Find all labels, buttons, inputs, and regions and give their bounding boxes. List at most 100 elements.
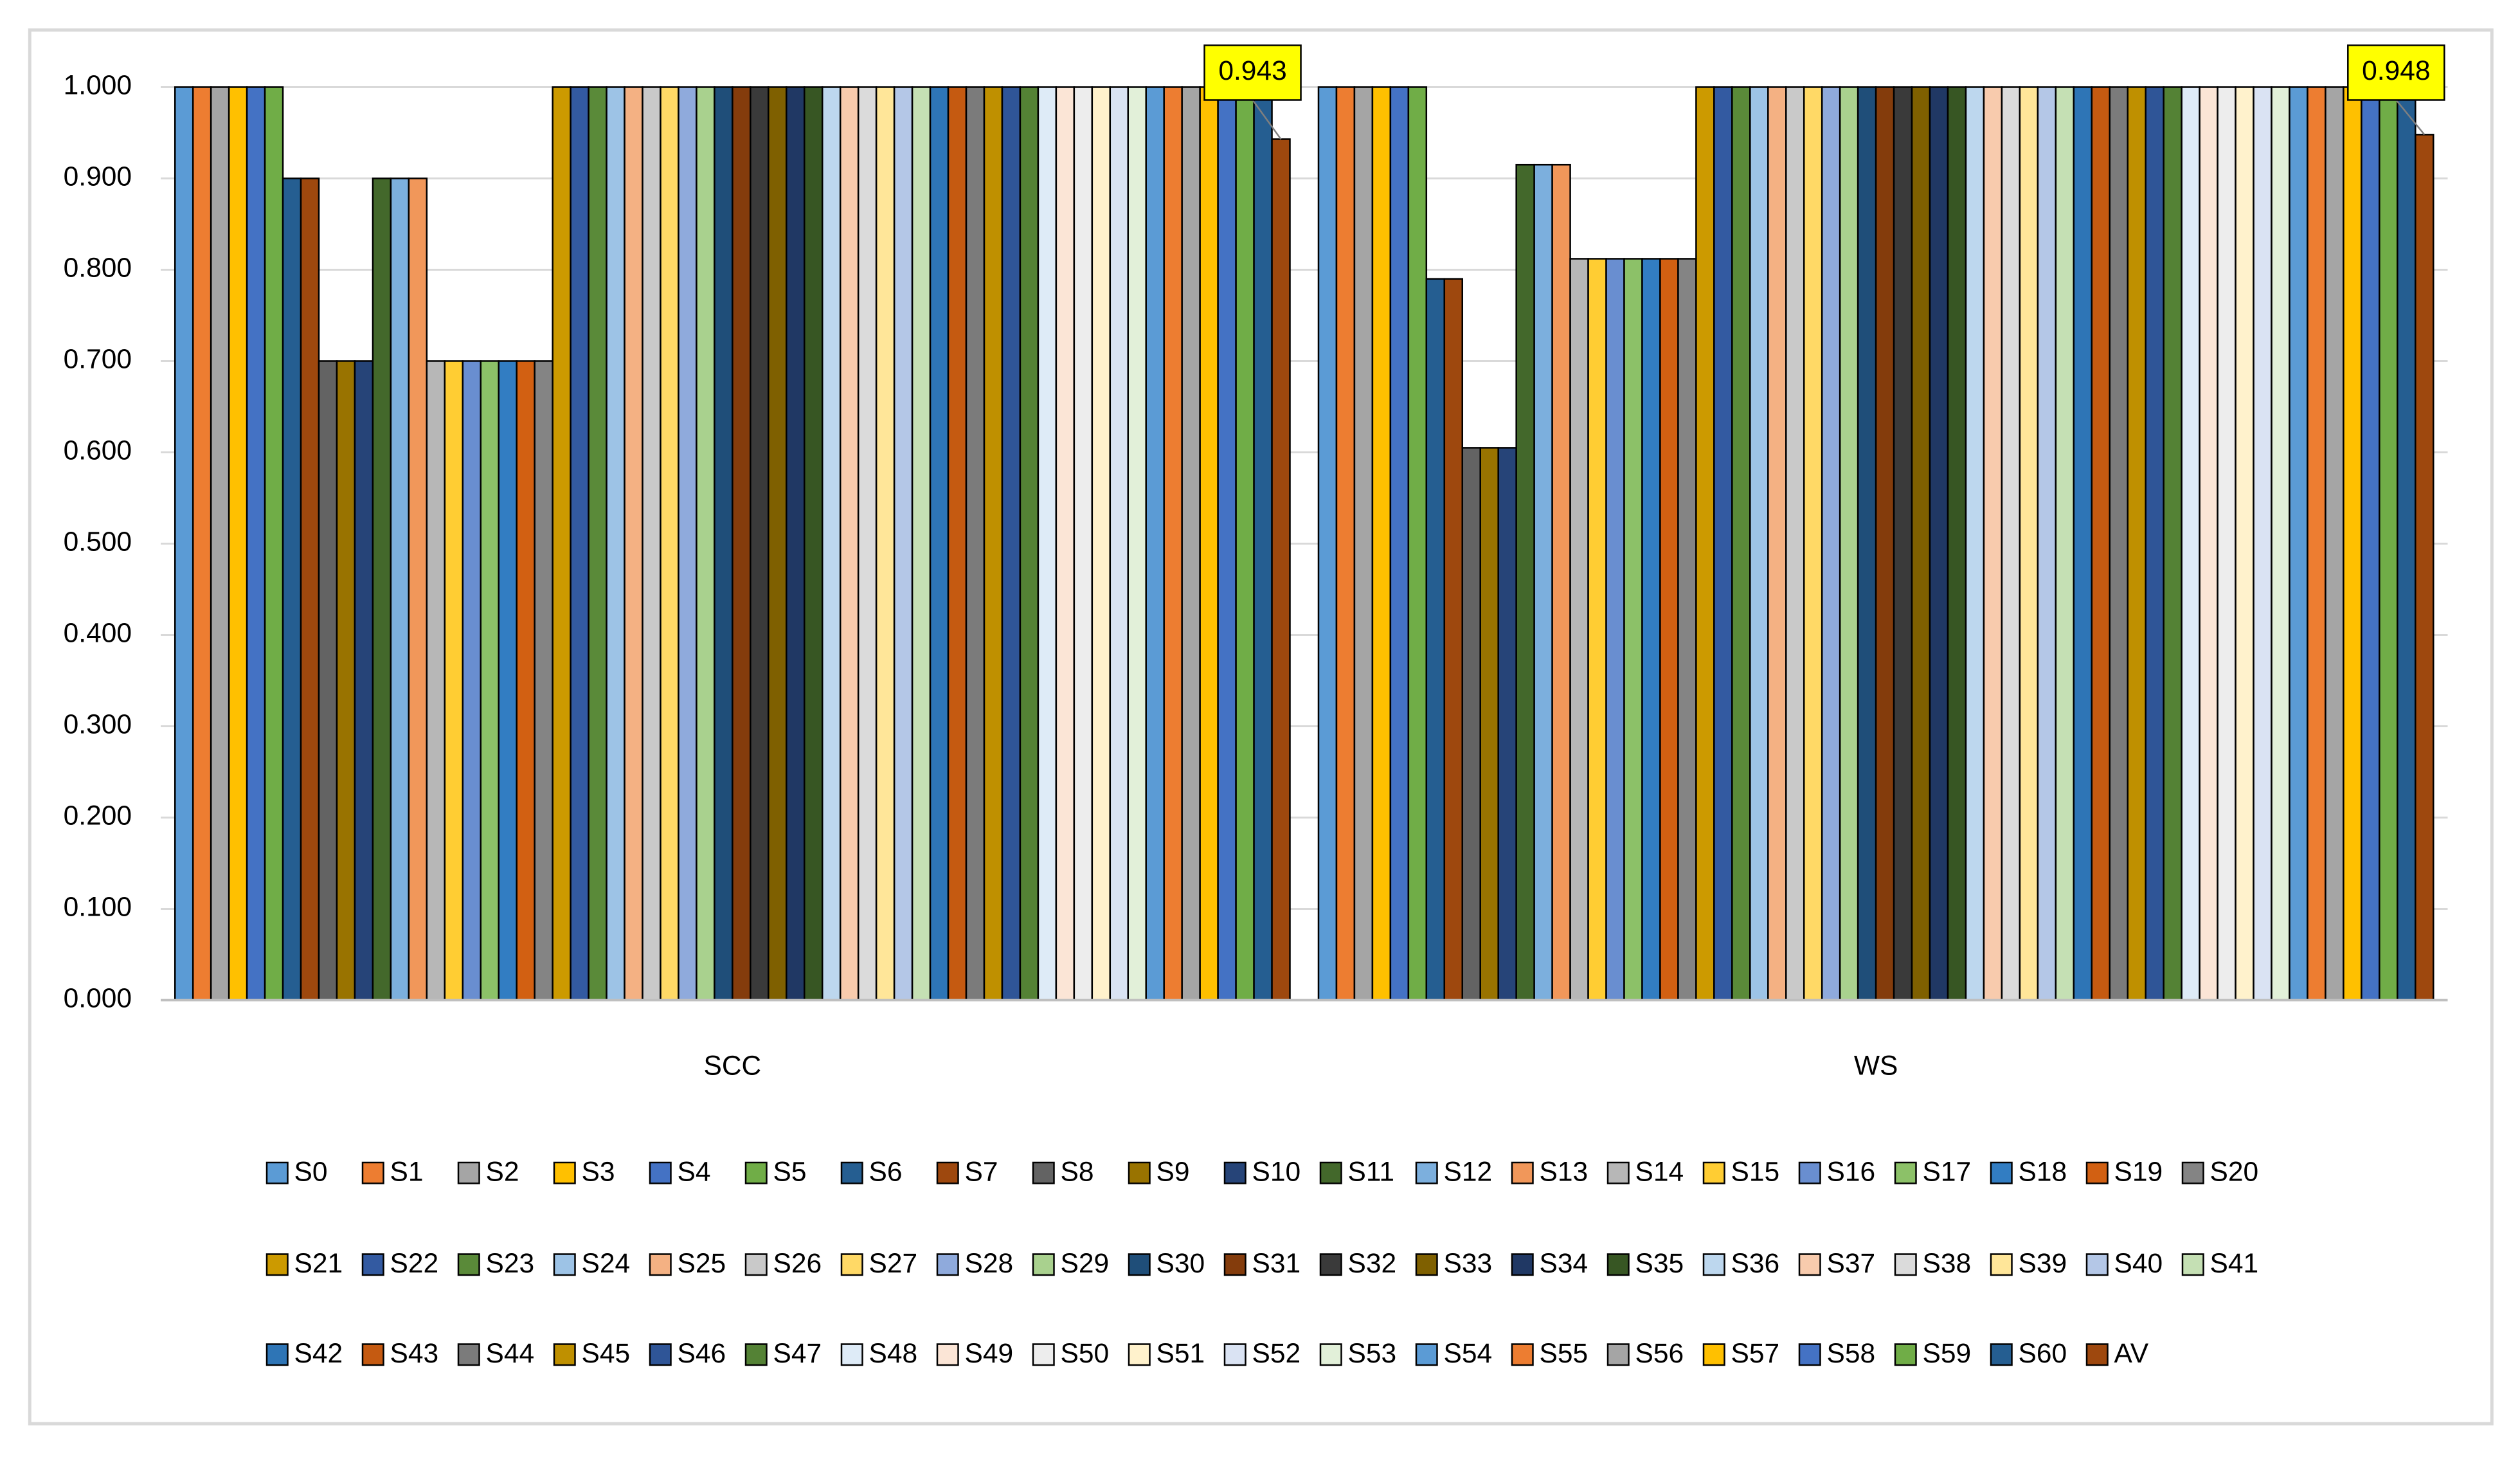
legend-label: S2 bbox=[486, 1157, 519, 1188]
bar bbox=[1893, 86, 1913, 1001]
bar bbox=[1551, 163, 1571, 1001]
legend-swatch bbox=[266, 1253, 289, 1276]
legend-label: AV bbox=[2114, 1339, 2149, 1369]
legend-label: S53 bbox=[1348, 1339, 1397, 1369]
bar bbox=[1479, 447, 1499, 1001]
bar bbox=[1803, 86, 1823, 1001]
legend-label: S46 bbox=[678, 1339, 726, 1369]
legend-label: S42 bbox=[294, 1339, 343, 1369]
legend-label: S17 bbox=[1923, 1157, 1972, 1188]
bar bbox=[1731, 86, 1751, 1001]
bar bbox=[426, 360, 446, 1001]
legend-swatch bbox=[2085, 1161, 2109, 1184]
bar bbox=[2343, 86, 2362, 1001]
y-tick-label: 0.300 bbox=[64, 710, 132, 740]
bar bbox=[1533, 163, 1553, 1001]
legend-swatch bbox=[1798, 1253, 1821, 1276]
bar bbox=[246, 86, 266, 1001]
value-label-box bbox=[2347, 44, 2445, 101]
bar bbox=[1425, 278, 1446, 1001]
legend-label: S38 bbox=[1923, 1249, 1972, 1279]
bar bbox=[282, 177, 302, 1001]
legend-label: S48 bbox=[869, 1339, 918, 1369]
legend-swatch bbox=[361, 1343, 384, 1366]
legend-label: S47 bbox=[773, 1339, 822, 1369]
bar bbox=[1965, 86, 1985, 1001]
bar bbox=[2145, 86, 2164, 1001]
legend-label: S60 bbox=[2019, 1339, 2067, 1369]
bar bbox=[750, 86, 770, 1001]
bar bbox=[804, 86, 824, 1001]
legend-label: S14 bbox=[1635, 1157, 1684, 1188]
legend-swatch bbox=[936, 1343, 959, 1366]
y-tick-label: 0.200 bbox=[64, 801, 132, 831]
legend-swatch bbox=[266, 1343, 289, 1366]
legend-swatch bbox=[744, 1161, 768, 1184]
bar bbox=[1677, 258, 1697, 1001]
bar bbox=[893, 86, 914, 1001]
legend-label: S12 bbox=[1444, 1157, 1493, 1188]
legend-swatch bbox=[1223, 1161, 1246, 1184]
bar bbox=[2091, 86, 2111, 1001]
bar bbox=[1767, 86, 1787, 1001]
x-tick-label: SCC bbox=[704, 1051, 762, 1081]
bar bbox=[1569, 258, 1589, 1001]
bar bbox=[1389, 86, 1410, 1001]
bar bbox=[1199, 86, 1219, 1001]
bar bbox=[1983, 86, 2003, 1001]
bar bbox=[570, 86, 590, 1001]
legend-swatch bbox=[361, 1161, 384, 1184]
bar bbox=[2055, 86, 2075, 1001]
bar bbox=[2361, 86, 2380, 1001]
legend-swatch bbox=[2181, 1253, 2204, 1276]
y-tick-label: 0.600 bbox=[64, 436, 132, 466]
bar bbox=[1055, 86, 1076, 1001]
bar bbox=[1353, 86, 1374, 1001]
bar bbox=[696, 86, 716, 1001]
legend-swatch bbox=[2085, 1343, 2109, 1366]
legend-swatch bbox=[1607, 1161, 1630, 1184]
y-tick-label: 1.000 bbox=[64, 71, 132, 101]
bar bbox=[1235, 86, 1255, 1001]
legend-swatch bbox=[744, 1343, 768, 1366]
legend-label: S21 bbox=[294, 1249, 343, 1279]
bar bbox=[1947, 86, 1967, 1001]
bar bbox=[1839, 86, 1859, 1001]
legend-swatch bbox=[1415, 1161, 1438, 1184]
bar bbox=[2001, 86, 2021, 1001]
legend-label: S6 bbox=[869, 1157, 903, 1188]
legend-swatch bbox=[1032, 1161, 1055, 1184]
bar bbox=[606, 86, 626, 1001]
y-tick-label: 0.500 bbox=[64, 527, 132, 557]
bar bbox=[624, 86, 644, 1001]
legend-swatch bbox=[649, 1161, 672, 1184]
legend-label: S31 bbox=[1252, 1249, 1301, 1279]
legend-label: S49 bbox=[965, 1339, 1014, 1369]
y-tick-label: 0.700 bbox=[64, 345, 132, 375]
bar bbox=[174, 86, 194, 1001]
bar bbox=[1371, 86, 1392, 1001]
legend-swatch bbox=[840, 1343, 863, 1366]
bar bbox=[390, 177, 410, 1001]
bar bbox=[228, 86, 248, 1001]
bar bbox=[1181, 86, 1201, 1001]
legend-label: S19 bbox=[2114, 1157, 2163, 1188]
legend-swatch bbox=[457, 1161, 480, 1184]
legend-label: S23 bbox=[486, 1249, 535, 1279]
legend-label: S57 bbox=[1731, 1339, 1780, 1369]
legend-swatch bbox=[1223, 1343, 1246, 1366]
bar bbox=[1821, 86, 1841, 1001]
legend-swatch bbox=[1702, 1161, 1725, 1184]
legend-label: S58 bbox=[1827, 1339, 1876, 1369]
legend-swatch bbox=[840, 1161, 863, 1184]
bar bbox=[1695, 86, 1715, 1001]
legend-label: S24 bbox=[582, 1249, 631, 1279]
legend-swatch bbox=[2181, 1161, 2204, 1184]
bar bbox=[1641, 258, 1661, 1001]
legend-label: S55 bbox=[1540, 1339, 1589, 1369]
bar bbox=[1145, 86, 1165, 1001]
bar bbox=[1317, 86, 1338, 1001]
legend-swatch bbox=[457, 1253, 480, 1276]
bar bbox=[929, 86, 950, 1001]
